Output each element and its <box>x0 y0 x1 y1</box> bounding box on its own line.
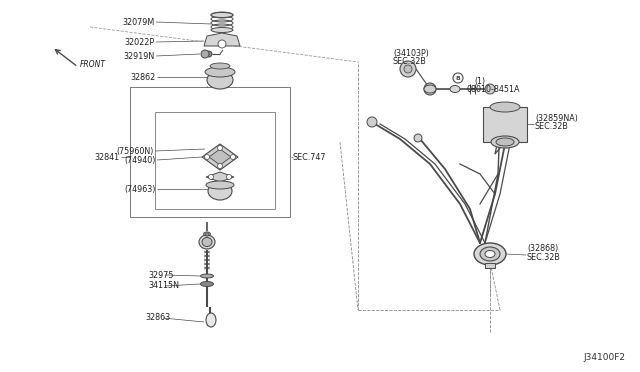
Ellipse shape <box>500 109 508 115</box>
Text: 08010-8451A: 08010-8451A <box>467 84 520 93</box>
Text: (34103P): (34103P) <box>393 48 429 58</box>
Circle shape <box>414 134 422 142</box>
Text: 34115N: 34115N <box>148 282 179 291</box>
Text: (1): (1) <box>474 77 485 86</box>
Polygon shape <box>209 149 231 165</box>
Text: (75960N): (75960N) <box>116 147 154 155</box>
Ellipse shape <box>206 313 216 327</box>
Circle shape <box>205 154 209 160</box>
Ellipse shape <box>200 274 214 278</box>
Ellipse shape <box>199 235 215 249</box>
Polygon shape <box>202 144 238 170</box>
Text: SEC.747: SEC.747 <box>293 153 326 161</box>
Ellipse shape <box>450 86 460 93</box>
Text: FRONT: FRONT <box>80 60 106 68</box>
Circle shape <box>201 50 209 58</box>
Bar <box>155 112 275 209</box>
Ellipse shape <box>200 282 214 286</box>
Text: 32079M: 32079M <box>123 17 155 26</box>
Ellipse shape <box>206 181 234 189</box>
Bar <box>130 87 290 217</box>
Ellipse shape <box>424 85 436 93</box>
Circle shape <box>453 73 463 83</box>
Circle shape <box>367 117 377 127</box>
Circle shape <box>218 145 223 151</box>
Polygon shape <box>206 172 234 182</box>
Ellipse shape <box>211 13 233 17</box>
Ellipse shape <box>496 138 514 146</box>
Text: (32859NA): (32859NA) <box>535 113 578 122</box>
Text: 32975: 32975 <box>148 270 173 279</box>
Circle shape <box>206 51 212 57</box>
Circle shape <box>205 232 209 236</box>
Text: B: B <box>456 76 460 80</box>
Text: (74940): (74940) <box>125 155 156 164</box>
Ellipse shape <box>480 247 500 261</box>
Ellipse shape <box>485 250 495 257</box>
Ellipse shape <box>211 28 233 32</box>
Circle shape <box>424 83 436 95</box>
Polygon shape <box>204 33 240 46</box>
Text: (32868): (32868) <box>527 244 558 253</box>
Text: SEC.32B: SEC.32B <box>527 253 561 262</box>
Ellipse shape <box>208 182 232 200</box>
Circle shape <box>218 164 223 169</box>
Text: 32022P: 32022P <box>125 38 155 46</box>
Text: 32863: 32863 <box>145 314 170 323</box>
Circle shape <box>404 65 412 73</box>
Ellipse shape <box>202 237 212 247</box>
Circle shape <box>209 174 214 180</box>
Circle shape <box>227 174 232 180</box>
Circle shape <box>485 84 495 94</box>
Ellipse shape <box>490 102 520 112</box>
Ellipse shape <box>204 232 211 236</box>
Text: (74963): (74963) <box>125 185 156 193</box>
Ellipse shape <box>210 63 230 69</box>
Text: 32862: 32862 <box>131 73 156 81</box>
Bar <box>483 107 527 142</box>
Bar <box>485 263 495 268</box>
Ellipse shape <box>474 243 506 265</box>
Text: J34100F2: J34100F2 <box>583 353 625 362</box>
Ellipse shape <box>207 71 233 89</box>
Text: SEC.32B: SEC.32B <box>535 122 569 131</box>
Circle shape <box>218 40 226 48</box>
Circle shape <box>400 61 416 77</box>
Ellipse shape <box>205 67 235 77</box>
Text: SEC.32B: SEC.32B <box>393 57 427 65</box>
Text: 32841: 32841 <box>95 153 120 161</box>
Ellipse shape <box>491 136 519 148</box>
Text: 32919N: 32919N <box>124 51 155 61</box>
Circle shape <box>230 154 236 160</box>
